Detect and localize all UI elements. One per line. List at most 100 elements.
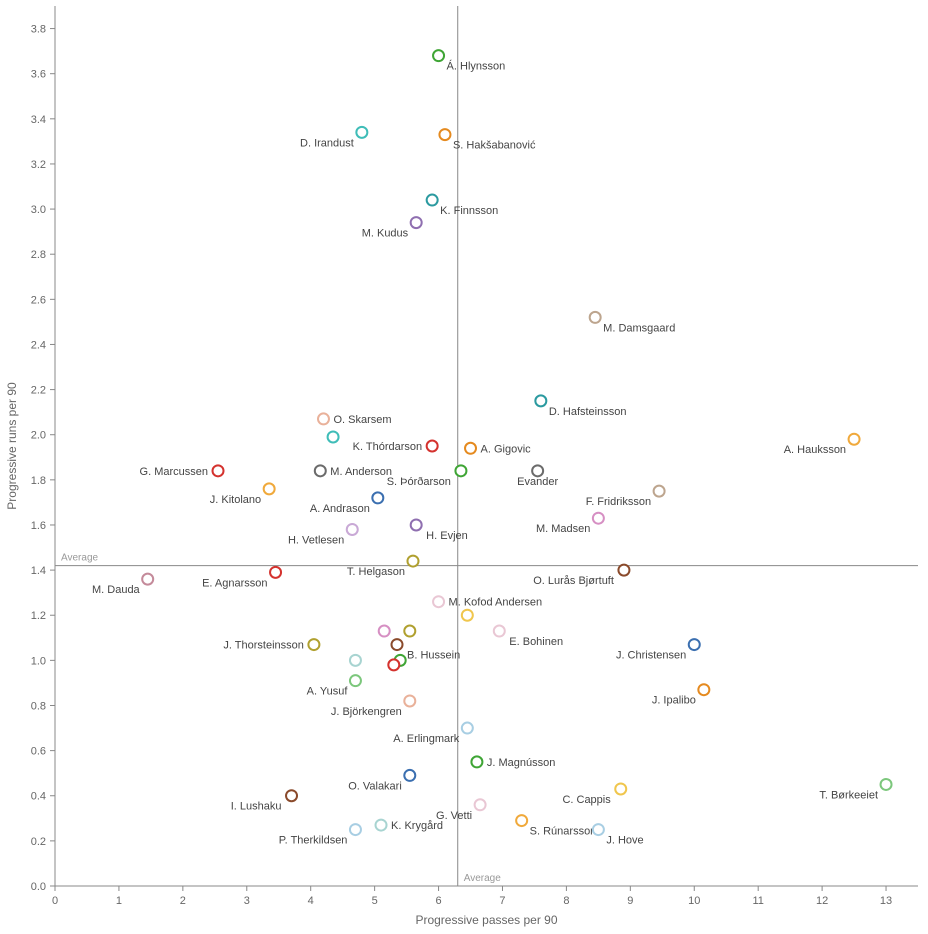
data-point[interactable] [615, 783, 626, 794]
data-point-label: J. Kitolano [210, 494, 261, 506]
y-tick-label: 1.2 [31, 610, 46, 622]
data-point[interactable] [462, 723, 473, 734]
data-point[interactable] [270, 567, 281, 578]
data-point[interactable] [427, 195, 438, 206]
data-point-label: S. Þórðarson [387, 476, 451, 488]
data-point[interactable] [350, 655, 361, 666]
data-point-label: K. Krygård [391, 820, 443, 832]
data-point[interactable] [404, 695, 415, 706]
data-point[interactable] [350, 824, 361, 835]
data-point-label: M. Madsen [536, 523, 590, 535]
data-point[interactable] [404, 770, 415, 781]
x-tick-label: 13 [880, 895, 892, 907]
data-point[interactable] [881, 779, 892, 790]
data-point[interactable] [654, 486, 665, 497]
data-point-label: F. Fridriksson [586, 496, 651, 508]
x-tick-label: 1 [116, 895, 122, 907]
data-point-label: J. Hove [606, 835, 643, 847]
data-point[interactable] [379, 626, 390, 637]
data-point[interactable] [439, 129, 450, 140]
data-point-label: M. Kudus [362, 228, 409, 240]
data-point[interactable] [286, 790, 297, 801]
data-point[interactable] [849, 434, 860, 445]
data-point[interactable] [328, 431, 339, 442]
data-point[interactable] [494, 626, 505, 637]
data-point-label: O. Skarsem [333, 414, 391, 426]
y-tick-label: 1.6 [31, 520, 46, 532]
data-point[interactable] [516, 815, 527, 826]
data-point[interactable] [264, 483, 275, 494]
x-tick-label: 8 [563, 895, 569, 907]
data-point[interactable] [350, 675, 361, 686]
data-point[interactable] [308, 639, 319, 650]
data-point-label: D. Hafsteinsson [549, 406, 627, 418]
data-point[interactable] [535, 395, 546, 406]
data-point[interactable] [593, 513, 604, 524]
data-point-label: M. Damsgaard [603, 322, 675, 334]
y-tick-label: 2.2 [31, 385, 46, 397]
data-point[interactable] [433, 50, 444, 61]
x-tick-label: 6 [435, 895, 441, 907]
data-point[interactable] [462, 610, 473, 621]
data-point[interactable] [315, 465, 326, 476]
data-point[interactable] [427, 441, 438, 452]
data-point-label: M. Dauda [92, 584, 141, 596]
data-point[interactable] [593, 824, 604, 835]
y-tick-label: 3.4 [31, 114, 46, 126]
y-tick-label: 3.6 [31, 69, 46, 81]
data-point-label: M. Anderson [330, 466, 392, 478]
data-point[interactable] [372, 492, 383, 503]
y-axis-label: Progressive runs per 90 [5, 382, 19, 510]
data-point-label: H. Vetlesen [288, 534, 344, 546]
data-point-label: H. Evjen [426, 530, 468, 542]
y-tick-label: 3.2 [31, 159, 46, 171]
data-point[interactable] [347, 524, 358, 535]
data-point-label: O. Lurås Bjørtuft [533, 575, 614, 587]
data-point[interactable] [142, 574, 153, 585]
data-point[interactable] [388, 659, 399, 670]
data-point-label: S. Hakšabanović [453, 140, 536, 152]
data-point-label: T. Helgason [347, 566, 405, 578]
y-tick-label: 2.4 [31, 339, 46, 351]
y-tick-label: 0.0 [31, 881, 46, 893]
data-point-label: Evander [517, 476, 558, 488]
data-point[interactable] [411, 217, 422, 228]
y-tick-label: 0.2 [31, 836, 46, 848]
data-point-label: G. Marcussen [140, 466, 208, 478]
data-point[interactable] [318, 413, 329, 424]
data-point[interactable] [356, 127, 367, 138]
x-tick-label: 0 [52, 895, 58, 907]
data-point[interactable] [411, 519, 422, 530]
data-point-label: J. Christensen [616, 650, 686, 662]
y-tick-label: 2.6 [31, 294, 46, 306]
data-point-label: K. Thórdarson [353, 441, 423, 453]
x-tick-label: 4 [308, 895, 314, 907]
data-point[interactable] [590, 312, 601, 323]
data-point[interactable] [455, 465, 466, 476]
data-point-label: I. Lushaku [231, 801, 282, 813]
data-point-label: A. Andrason [310, 503, 370, 515]
x-tick-label: 5 [372, 895, 378, 907]
data-point[interactable] [376, 820, 387, 831]
data-point[interactable] [689, 639, 700, 650]
y-tick-label: 0.6 [31, 746, 46, 758]
data-point[interactable] [471, 756, 482, 767]
data-point[interactable] [465, 443, 476, 454]
data-point[interactable] [698, 684, 709, 695]
data-point[interactable] [407, 556, 418, 567]
x-average-label: Average [464, 873, 502, 884]
data-point-label: Á. Hlynsson [447, 60, 506, 73]
data-point[interactable] [475, 799, 486, 810]
y-tick-label: 3.8 [31, 24, 46, 36]
y-tick-label: 3.0 [31, 204, 46, 216]
data-point[interactable] [532, 465, 543, 476]
data-point[interactable] [404, 626, 415, 637]
data-point[interactable] [213, 465, 224, 476]
data-point-label: O. Valakari [348, 780, 402, 792]
y-tick-label: 1.4 [31, 565, 46, 577]
data-point[interactable] [433, 596, 444, 607]
data-point-label: A. Gigovic [481, 443, 532, 455]
data-point[interactable] [618, 565, 629, 576]
data-point[interactable] [392, 639, 403, 650]
data-point-label: K. Finnsson [440, 205, 498, 217]
